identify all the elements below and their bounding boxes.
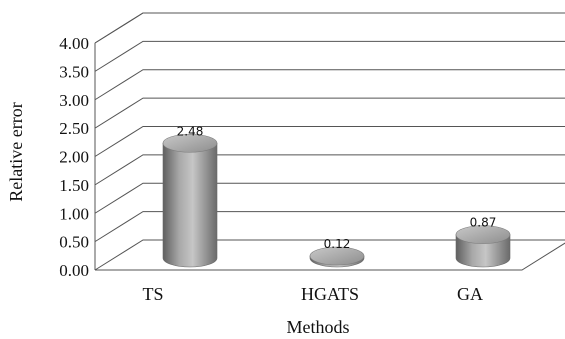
back-wall-top-edge bbox=[94, 12, 565, 44]
x-axis-categories: TS HGATS GA bbox=[142, 284, 483, 304]
gridline bbox=[94, 239, 565, 271]
y-axis-ticks: 0.00 0.50 1.00 1.50 2.00 2.50 3.00 3.50 4.00 bbox=[59, 34, 89, 280]
x-axis-title: Methods bbox=[287, 317, 350, 337]
bar-ts bbox=[162, 133, 218, 268]
gridline bbox=[94, 182, 565, 214]
bars bbox=[162, 133, 511, 268]
gridline bbox=[94, 69, 565, 101]
y-tick-label: 1.50 bbox=[59, 176, 89, 195]
y-tick-label: 3.00 bbox=[59, 91, 89, 110]
floor-edge bbox=[95, 242, 565, 271]
data-labels: 2.48 0.12 0.87 bbox=[177, 124, 497, 251]
category-label: TS bbox=[142, 284, 163, 304]
bar-top bbox=[455, 225, 511, 244]
y-tick-label: 4.00 bbox=[59, 34, 89, 53]
y-tick-label: 1.00 bbox=[59, 204, 89, 223]
y-axis-title: Relative error bbox=[6, 102, 26, 201]
gridline bbox=[94, 154, 565, 186]
bar-top bbox=[162, 133, 218, 153]
data-label: 0.12 bbox=[324, 237, 351, 251]
bar-ga bbox=[455, 225, 511, 268]
y-tick-label: 2.00 bbox=[59, 148, 89, 167]
y-tick-label: 0.00 bbox=[59, 261, 89, 280]
y-tick-label: 3.50 bbox=[59, 62, 89, 81]
bar-hgats bbox=[309, 246, 365, 268]
gridline bbox=[94, 12, 565, 44]
data-label: 0.87 bbox=[470, 216, 497, 230]
category-label: HGATS bbox=[301, 284, 359, 304]
category-label: GA bbox=[457, 284, 483, 304]
bar-body bbox=[162, 142, 218, 268]
gridline bbox=[94, 126, 565, 157]
data-label: 2.48 bbox=[177, 124, 204, 138]
y-tick-label: 0.50 bbox=[59, 233, 89, 252]
gridline bbox=[94, 97, 565, 129]
gridline bbox=[94, 211, 565, 243]
gridline bbox=[94, 40, 565, 72]
y-tick-label: 2.50 bbox=[59, 119, 89, 138]
bar-top bbox=[309, 246, 365, 266]
plot-frame bbox=[94, 12, 565, 271]
